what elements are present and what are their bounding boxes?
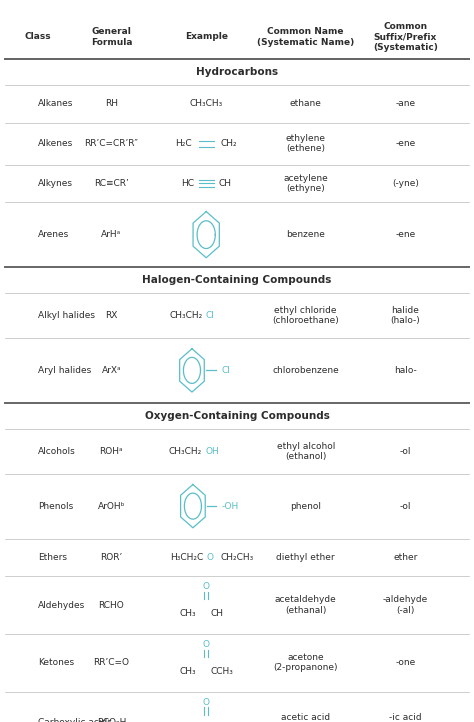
Text: CH: CH <box>218 179 231 188</box>
Text: CH₃CH₂: CH₃CH₂ <box>169 311 202 320</box>
Text: OH: OH <box>205 447 219 456</box>
Text: chlorobenzene: chlorobenzene <box>273 366 339 375</box>
Text: RCO₂H: RCO₂H <box>97 718 126 722</box>
Text: Alkenes: Alkenes <box>38 139 73 148</box>
Text: -one: -one <box>395 658 415 667</box>
Text: halo-: halo- <box>394 366 417 375</box>
Text: diethyl ether: diethyl ether <box>276 553 335 562</box>
Text: Cl: Cl <box>205 311 214 320</box>
Text: RCHO: RCHO <box>99 601 124 609</box>
Text: O: O <box>203 697 210 707</box>
Text: O: O <box>203 583 210 591</box>
Text: CH₂: CH₂ <box>220 139 237 148</box>
Text: Common
Suffix/Prefix
(Systematic): Common Suffix/Prefix (Systematic) <box>373 22 438 52</box>
Text: Halogen-Containing Compounds: Halogen-Containing Compounds <box>142 275 332 285</box>
Text: ethylene
(ethene): ethylene (ethene) <box>286 134 326 153</box>
Text: acetic acid
(ethanoic acid): acetic acid (ethanoic acid) <box>272 713 340 722</box>
Text: RR’C=CR’R″: RR’C=CR’R″ <box>84 139 138 148</box>
Text: CH₃CH₂: CH₃CH₂ <box>168 447 201 456</box>
Text: -ene: -ene <box>395 139 415 148</box>
Text: -ol: -ol <box>400 447 411 456</box>
Text: acetone
(2-propanone): acetone (2-propanone) <box>273 653 338 672</box>
Text: Phenols: Phenols <box>38 502 73 510</box>
Text: Carboxylic acids: Carboxylic acids <box>38 718 112 722</box>
Text: Aldehydes: Aldehydes <box>38 601 85 609</box>
Text: Cl: Cl <box>222 366 231 375</box>
Text: CH₂CH₃: CH₂CH₃ <box>220 553 254 562</box>
Text: ROHᵃ: ROHᵃ <box>100 447 123 456</box>
Text: H₂C: H₂C <box>175 139 192 148</box>
Text: ethyl alcohol
(ethanol): ethyl alcohol (ethanol) <box>276 442 335 461</box>
Text: Alkynes: Alkynes <box>38 179 73 188</box>
Text: (-yne): (-yne) <box>392 179 419 188</box>
Text: -ol: -ol <box>400 502 411 510</box>
Text: -OH: -OH <box>221 502 238 510</box>
Text: Oxygen-Containing Compounds: Oxygen-Containing Compounds <box>145 411 329 421</box>
Text: General
Formula: General Formula <box>91 27 132 46</box>
Text: RH: RH <box>105 100 118 108</box>
Text: ArOHᵇ: ArOHᵇ <box>98 502 125 510</box>
Text: -ic acid
(-oic acid): -ic acid (-oic acid) <box>383 713 428 722</box>
Text: Ketones: Ketones <box>38 658 74 667</box>
Text: RR’C=O: RR’C=O <box>93 658 129 667</box>
Text: Example: Example <box>185 32 228 41</box>
Text: ether: ether <box>393 553 418 562</box>
Text: CH₃: CH₃ <box>179 609 196 618</box>
Text: Class: Class <box>25 32 51 41</box>
Text: CCH₃: CCH₃ <box>211 667 234 676</box>
Text: Hydrocarbons: Hydrocarbons <box>196 67 278 77</box>
Text: RC≡CR’: RC≡CR’ <box>94 179 129 188</box>
Text: -ane: -ane <box>395 100 415 108</box>
Text: CH₃CH₃: CH₃CH₃ <box>190 100 223 108</box>
Text: Alkanes: Alkanes <box>38 100 73 108</box>
Text: -ene: -ene <box>395 230 415 239</box>
Text: CH₃: CH₃ <box>179 667 196 676</box>
Text: RX: RX <box>105 311 118 320</box>
Text: ArXᵃ: ArXᵃ <box>101 366 121 375</box>
Text: ArHᵃ: ArHᵃ <box>101 230 121 239</box>
Text: O: O <box>206 553 213 562</box>
Text: ethyl chloride
(chloroethane): ethyl chloride (chloroethane) <box>273 306 339 325</box>
Text: Common Name
(Systematic Name): Common Name (Systematic Name) <box>257 27 355 46</box>
Text: Alcohols: Alcohols <box>38 447 76 456</box>
Text: halide
(halo-): halide (halo-) <box>391 306 420 325</box>
Text: HC: HC <box>182 179 194 188</box>
Text: Alkyl halides: Alkyl halides <box>38 311 95 320</box>
Text: O: O <box>203 640 210 649</box>
Text: benzene: benzene <box>286 230 325 239</box>
Text: phenol: phenol <box>290 502 321 510</box>
Text: Arenes: Arenes <box>38 230 69 239</box>
Text: ethane: ethane <box>290 100 322 108</box>
Text: ROR’: ROR’ <box>100 553 122 562</box>
Text: acetylene
(ethyne): acetylene (ethyne) <box>283 174 328 193</box>
Text: CH: CH <box>211 609 224 618</box>
Text: -aldehyde
(-al): -aldehyde (-al) <box>383 596 428 614</box>
Text: Aryl halides: Aryl halides <box>38 366 91 375</box>
Text: acetaldehyde
(ethanal): acetaldehyde (ethanal) <box>275 596 337 614</box>
Text: H₃CH₂C: H₃CH₂C <box>171 553 204 562</box>
Text: Ethers: Ethers <box>38 553 67 562</box>
